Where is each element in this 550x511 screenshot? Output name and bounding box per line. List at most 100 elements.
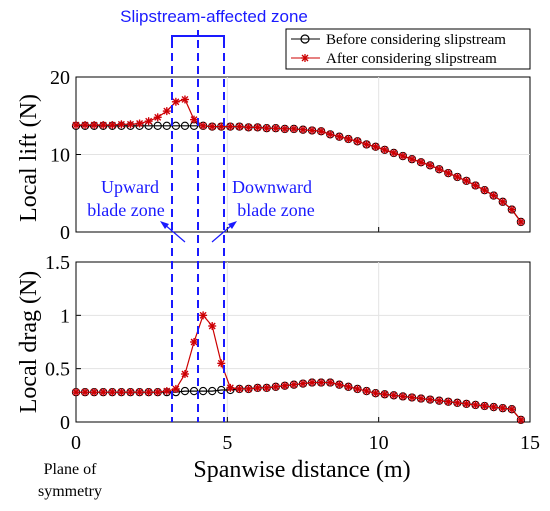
drag-after-point	[471, 400, 480, 409]
drag-before-point	[208, 386, 217, 396]
lift-after-point	[299, 125, 307, 134]
drag-after-point	[380, 390, 389, 399]
lift-before-point	[162, 121, 171, 130]
downward-blade-zone-line2: blade zone	[237, 200, 314, 220]
drag-y-tick-label: 1.5	[45, 252, 70, 274]
drag-after-point	[99, 388, 108, 397]
lift-after-point	[244, 123, 253, 132]
upward-zone-arrow	[160, 221, 186, 243]
drag-y-axis-label: Local drag (N)	[16, 271, 42, 414]
lift-after-point	[407, 155, 416, 164]
lift-after-point	[308, 126, 317, 135]
zone-bracket	[171, 30, 225, 43]
lift-after-point	[289, 124, 298, 133]
drag-after-point	[516, 415, 525, 424]
drag-after-point	[262, 383, 271, 392]
drag-after-point	[162, 387, 171, 396]
drag-after-point	[280, 381, 289, 390]
drag-after-point	[171, 384, 180, 393]
lift-after-point	[81, 121, 90, 130]
drag-y-tick-label: 0	[60, 412, 70, 434]
lift-after-point	[417, 158, 426, 167]
lift-after-point	[335, 132, 344, 141]
lift-y-ticks: 0 10 20	[50, 67, 81, 244]
drag-after-point	[126, 388, 135, 397]
lift-after-point	[271, 124, 280, 133]
drag-after-point	[344, 382, 353, 391]
slipstream-zone: Slipstream-affected zone Upward blade zo…	[87, 7, 315, 422]
drag-after-point	[199, 311, 208, 320]
drag-panel: 0 0.5 1 1.5 0 5 10 15 Local drag (N) Spanwise …	[16, 252, 540, 500]
drag-before-point	[180, 386, 190, 396]
drag-after-point	[299, 379, 307, 388]
drag-after-point	[417, 394, 426, 403]
drag-after-point	[317, 378, 326, 387]
drag-after-point	[108, 388, 117, 397]
drag-after-point	[81, 388, 90, 397]
lift-after-point	[208, 122, 217, 131]
drag-series	[71, 311, 526, 425]
legend-circle-marker	[300, 34, 310, 44]
lift-after-point	[190, 115, 199, 124]
lift-after-point	[226, 122, 235, 131]
drag-after-point	[426, 395, 435, 404]
lift-after-point	[444, 169, 453, 178]
drag-after-point	[335, 380, 344, 389]
drag-after-point	[226, 383, 235, 392]
legend-asterisk-marker	[301, 54, 309, 62]
lift-after-point	[516, 217, 525, 226]
drag-after-point	[507, 405, 516, 414]
drag-before-point	[217, 385, 226, 395]
lift-after-point	[471, 181, 480, 190]
drag-after-point	[117, 388, 126, 397]
lift-after-point	[462, 176, 471, 185]
drag-after-point	[407, 393, 416, 402]
lift-after-point	[180, 95, 189, 104]
x-tick-label: 15	[520, 432, 540, 454]
lift-after-point	[362, 140, 371, 149]
lift-after-point	[453, 172, 462, 181]
plane-of-symmetry-label-line1: Plane of	[44, 461, 98, 478]
drag-before-point	[198, 386, 208, 396]
downward-blade-zone-line1: Downward	[232, 177, 312, 197]
legend-entry-after: After considering slipstream	[291, 51, 497, 67]
lift-after-point	[489, 191, 498, 200]
lift-panel: 0 10 20 Local lift (N)	[16, 67, 531, 244]
drag-after-point	[462, 399, 471, 408]
legend-label-after: After considering slipstream	[326, 51, 497, 67]
lift-after-point	[398, 152, 407, 161]
x-tick-label: 0	[71, 432, 81, 454]
drag-after-point	[190, 338, 199, 346]
lift-after-point	[90, 121, 99, 130]
lift-after-point	[171, 97, 180, 106]
lift-after-point	[135, 119, 144, 128]
drag-after-point	[326, 378, 335, 387]
drag-after-point	[480, 402, 489, 410]
lift-after-point	[217, 122, 226, 131]
upward-blade-zone-line2: blade zone	[87, 200, 164, 220]
lift-after-point	[162, 107, 171, 116]
x-axis-label: Spanwise distance (m)	[193, 457, 410, 483]
lift-y-axis-label: Local lift (N)	[16, 94, 42, 222]
drag-after-point	[389, 391, 398, 400]
lift-after-point	[344, 135, 353, 143]
lift-before-point	[153, 121, 162, 130]
drag-after-point	[253, 383, 262, 392]
drag-after-point	[180, 370, 189, 378]
lift-after-point	[199, 121, 208, 130]
lift-after-point	[507, 205, 516, 214]
drag-y-ticks: 0 0.5 1 1.5	[45, 252, 81, 434]
lift-after-point	[426, 161, 435, 170]
drag-after-point	[453, 398, 462, 407]
drag-after-point	[308, 378, 317, 387]
drag-after-point	[489, 403, 498, 412]
lift-after-point	[498, 197, 507, 206]
legend-label-before: Before considering slipstream	[326, 32, 506, 48]
drag-plot-area	[75, 261, 531, 423]
lift-after-point	[371, 142, 380, 151]
drag-y-tick-label: 0.5	[45, 359, 70, 381]
lift-after-point	[326, 130, 335, 139]
drag-after-point	[371, 389, 380, 398]
lift-y-tick-label: 0	[60, 222, 70, 244]
